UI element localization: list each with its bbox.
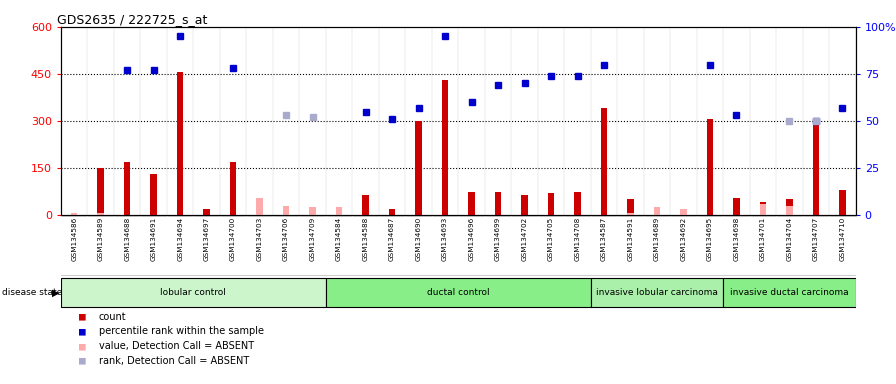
Bar [547, 193, 555, 215]
Text: GSM134703: GSM134703 [256, 217, 263, 261]
Bar [256, 198, 263, 215]
Text: GSM134698: GSM134698 [734, 217, 739, 261]
Bar [733, 198, 740, 215]
Text: GSM134706: GSM134706 [283, 217, 289, 261]
Bar [627, 199, 633, 215]
Text: GSM134697: GSM134697 [203, 217, 210, 261]
Text: GSM134701: GSM134701 [760, 217, 766, 261]
Text: ■: ■ [79, 326, 86, 336]
Text: ■: ■ [79, 312, 86, 322]
Text: count: count [99, 312, 126, 322]
Text: invasive ductal carcinoma: invasive ductal carcinoma [730, 288, 849, 297]
Bar [283, 209, 289, 215]
Bar [283, 206, 289, 215]
Bar [309, 210, 316, 215]
Bar [256, 209, 263, 215]
Text: GSM134687: GSM134687 [389, 217, 395, 261]
Text: GSM134693: GSM134693 [442, 217, 448, 261]
Bar [813, 121, 819, 215]
Bar [389, 209, 395, 215]
Bar [680, 214, 687, 215]
Bar [177, 72, 184, 215]
Text: percentile rank within the sample: percentile rank within the sample [99, 326, 263, 336]
Text: GSM134690: GSM134690 [416, 217, 421, 261]
Bar [600, 108, 607, 215]
Text: value, Detection Call = ABSENT: value, Detection Call = ABSENT [99, 341, 254, 351]
Text: GSM134696: GSM134696 [469, 217, 475, 261]
Bar [151, 174, 157, 215]
Bar [415, 121, 422, 215]
Bar [124, 162, 131, 215]
Text: GSM134710: GSM134710 [840, 217, 846, 261]
Bar [786, 199, 793, 215]
Text: GSM134689: GSM134689 [654, 217, 660, 261]
Text: GSM134702: GSM134702 [521, 217, 528, 261]
Text: GDS2635 / 222725_s_at: GDS2635 / 222725_s_at [57, 13, 207, 26]
Text: GSM134694: GSM134694 [177, 217, 183, 261]
Text: GSM134695: GSM134695 [707, 217, 713, 261]
Bar [680, 209, 687, 215]
Text: GSM134588: GSM134588 [363, 217, 368, 261]
Text: ■: ■ [79, 341, 86, 351]
Text: GSM134584: GSM134584 [336, 217, 342, 261]
Bar [309, 207, 316, 215]
Bar [98, 214, 104, 215]
Bar [840, 190, 846, 215]
Bar [590, 278, 723, 308]
Bar [760, 204, 766, 215]
Bar [521, 195, 528, 215]
Bar [98, 168, 104, 215]
Text: disease state: disease state [2, 288, 62, 297]
Text: ■: ■ [79, 356, 86, 366]
Text: invasive lobular carcinoma: invasive lobular carcinoma [596, 288, 718, 297]
Bar [786, 206, 793, 215]
Bar [495, 192, 502, 215]
Bar [654, 212, 660, 215]
Text: GSM134705: GSM134705 [548, 217, 554, 261]
Bar [760, 202, 766, 215]
Text: GSM134692: GSM134692 [680, 217, 686, 261]
Bar [71, 214, 77, 215]
Bar [707, 119, 713, 215]
Bar [654, 207, 660, 215]
Bar [627, 214, 633, 215]
Bar [469, 192, 475, 215]
Text: GSM134586: GSM134586 [71, 217, 77, 261]
Text: GSM134589: GSM134589 [98, 217, 104, 261]
Text: ▶: ▶ [52, 288, 59, 298]
Text: GSM134691: GSM134691 [151, 217, 157, 261]
Bar [723, 278, 856, 308]
Text: GSM134707: GSM134707 [813, 217, 819, 261]
Bar [229, 162, 237, 215]
Bar [61, 278, 326, 308]
Bar [326, 278, 590, 308]
Text: GSM134587: GSM134587 [601, 217, 607, 261]
Text: rank, Detection Call = ABSENT: rank, Detection Call = ABSENT [99, 356, 249, 366]
Bar [71, 212, 77, 215]
Bar [203, 209, 210, 215]
Text: GSM134591: GSM134591 [627, 217, 633, 261]
Bar [574, 192, 581, 215]
Text: GSM134688: GSM134688 [125, 217, 130, 261]
Text: lobular control: lobular control [160, 288, 227, 297]
Text: GSM134709: GSM134709 [310, 217, 315, 261]
Bar [442, 80, 448, 215]
Text: ductal control: ductal control [427, 288, 489, 297]
Bar [336, 209, 342, 215]
Text: GSM134700: GSM134700 [230, 217, 237, 261]
Bar [362, 195, 369, 215]
Text: GSM134699: GSM134699 [495, 217, 501, 261]
Text: GSM134708: GSM134708 [574, 217, 581, 261]
Bar [336, 207, 342, 215]
Text: GSM134704: GSM134704 [787, 217, 792, 261]
